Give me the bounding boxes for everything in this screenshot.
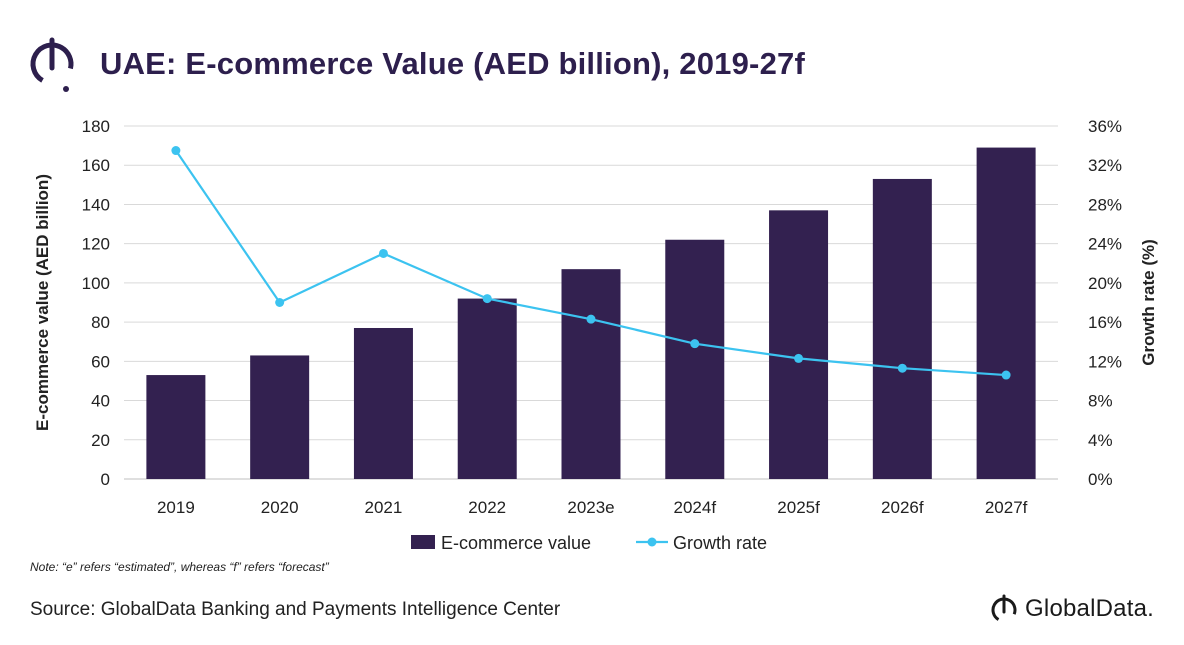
- line-point: [897, 363, 907, 373]
- y2-tick-label: 20%: [1088, 274, 1122, 293]
- y2-tick-label: 16%: [1088, 313, 1122, 332]
- bar: [457, 298, 517, 479]
- y2-tick-label: 32%: [1088, 156, 1122, 175]
- y-tick-label: 100: [82, 274, 110, 293]
- y-tick-label: 60: [91, 352, 110, 371]
- legend-swatch-marker: [647, 537, 657, 547]
- y-tick-label: 180: [82, 117, 110, 136]
- y2-axis-title: Growth rate (%): [1139, 239, 1158, 366]
- line-point: [586, 314, 596, 324]
- bar: [976, 147, 1036, 480]
- bar: [769, 210, 829, 480]
- line-point: [794, 353, 804, 363]
- x-tick-label: 2027f: [985, 498, 1028, 517]
- line-point: [482, 294, 492, 304]
- x-tick-label: 2024f: [674, 498, 717, 517]
- source-text: Source: GlobalData Banking and Payments …: [30, 599, 561, 620]
- y-tick-label: 160: [82, 156, 110, 175]
- legend-label-bar: E-commerce value: [441, 533, 591, 553]
- legend-swatch-bar: [411, 535, 435, 549]
- line-point: [690, 339, 700, 349]
- y-tick-label: 20: [91, 431, 110, 450]
- y-tick-label: 80: [91, 313, 110, 332]
- line-point: [1001, 370, 1011, 380]
- x-tick-label: 2022: [468, 498, 506, 517]
- x-tick-label: 2019: [157, 498, 195, 517]
- globaldata-brand-icon: [991, 594, 1017, 623]
- y-tick-label: 140: [82, 195, 110, 214]
- x-tick-label: 2023e: [567, 498, 614, 517]
- bar: [353, 327, 413, 479]
- bar: [250, 355, 310, 479]
- bar: [872, 178, 932, 479]
- header: UAE: E-commerce Value (AED billion), 201…: [22, 28, 805, 100]
- bar: [665, 239, 725, 479]
- bar: [561, 269, 621, 479]
- x-tick-label: 2025f: [777, 498, 820, 517]
- x-tick-label: 2021: [365, 498, 403, 517]
- y-tick-label: 120: [82, 235, 110, 254]
- y-axis-title: E-commerce value (AED billion): [33, 174, 52, 431]
- chart: 0 20 40 60 80 100 120 140 160 180 0% 4% 8% 12% 16% 20% 2…: [33, 117, 1158, 553]
- y2-tick-label: 36%: [1088, 117, 1122, 136]
- y2-tick-label: 8%: [1088, 392, 1113, 411]
- y2-tick-label: 4%: [1088, 431, 1113, 450]
- brand-name: GlobalData.: [1025, 595, 1154, 622]
- legend-label-line: Growth rate: [673, 533, 767, 553]
- line-point: [378, 248, 388, 258]
- chart-title: UAE: E-commerce Value (AED billion), 201…: [100, 46, 805, 81]
- brand-logo: GlobalData.: [988, 593, 1154, 625]
- footnote: Note: “e” refers “estimated”, whereas “f…: [30, 560, 329, 574]
- bar: [146, 375, 206, 479]
- y2-tick-label: 28%: [1088, 195, 1122, 214]
- y-tick-label: 40: [91, 392, 110, 411]
- y-tick-label: 0: [101, 470, 110, 489]
- y2-tick-label: 0%: [1088, 470, 1113, 489]
- line-point: [171, 146, 181, 156]
- globaldata-logo-icon: [30, 37, 74, 92]
- y2-tick-label: 12%: [1088, 352, 1122, 371]
- x-tick-label: 2026f: [881, 498, 924, 517]
- line-point: [275, 298, 285, 307]
- y2-tick-label: 24%: [1088, 235, 1122, 254]
- x-tick-label: 2020: [261, 498, 299, 517]
